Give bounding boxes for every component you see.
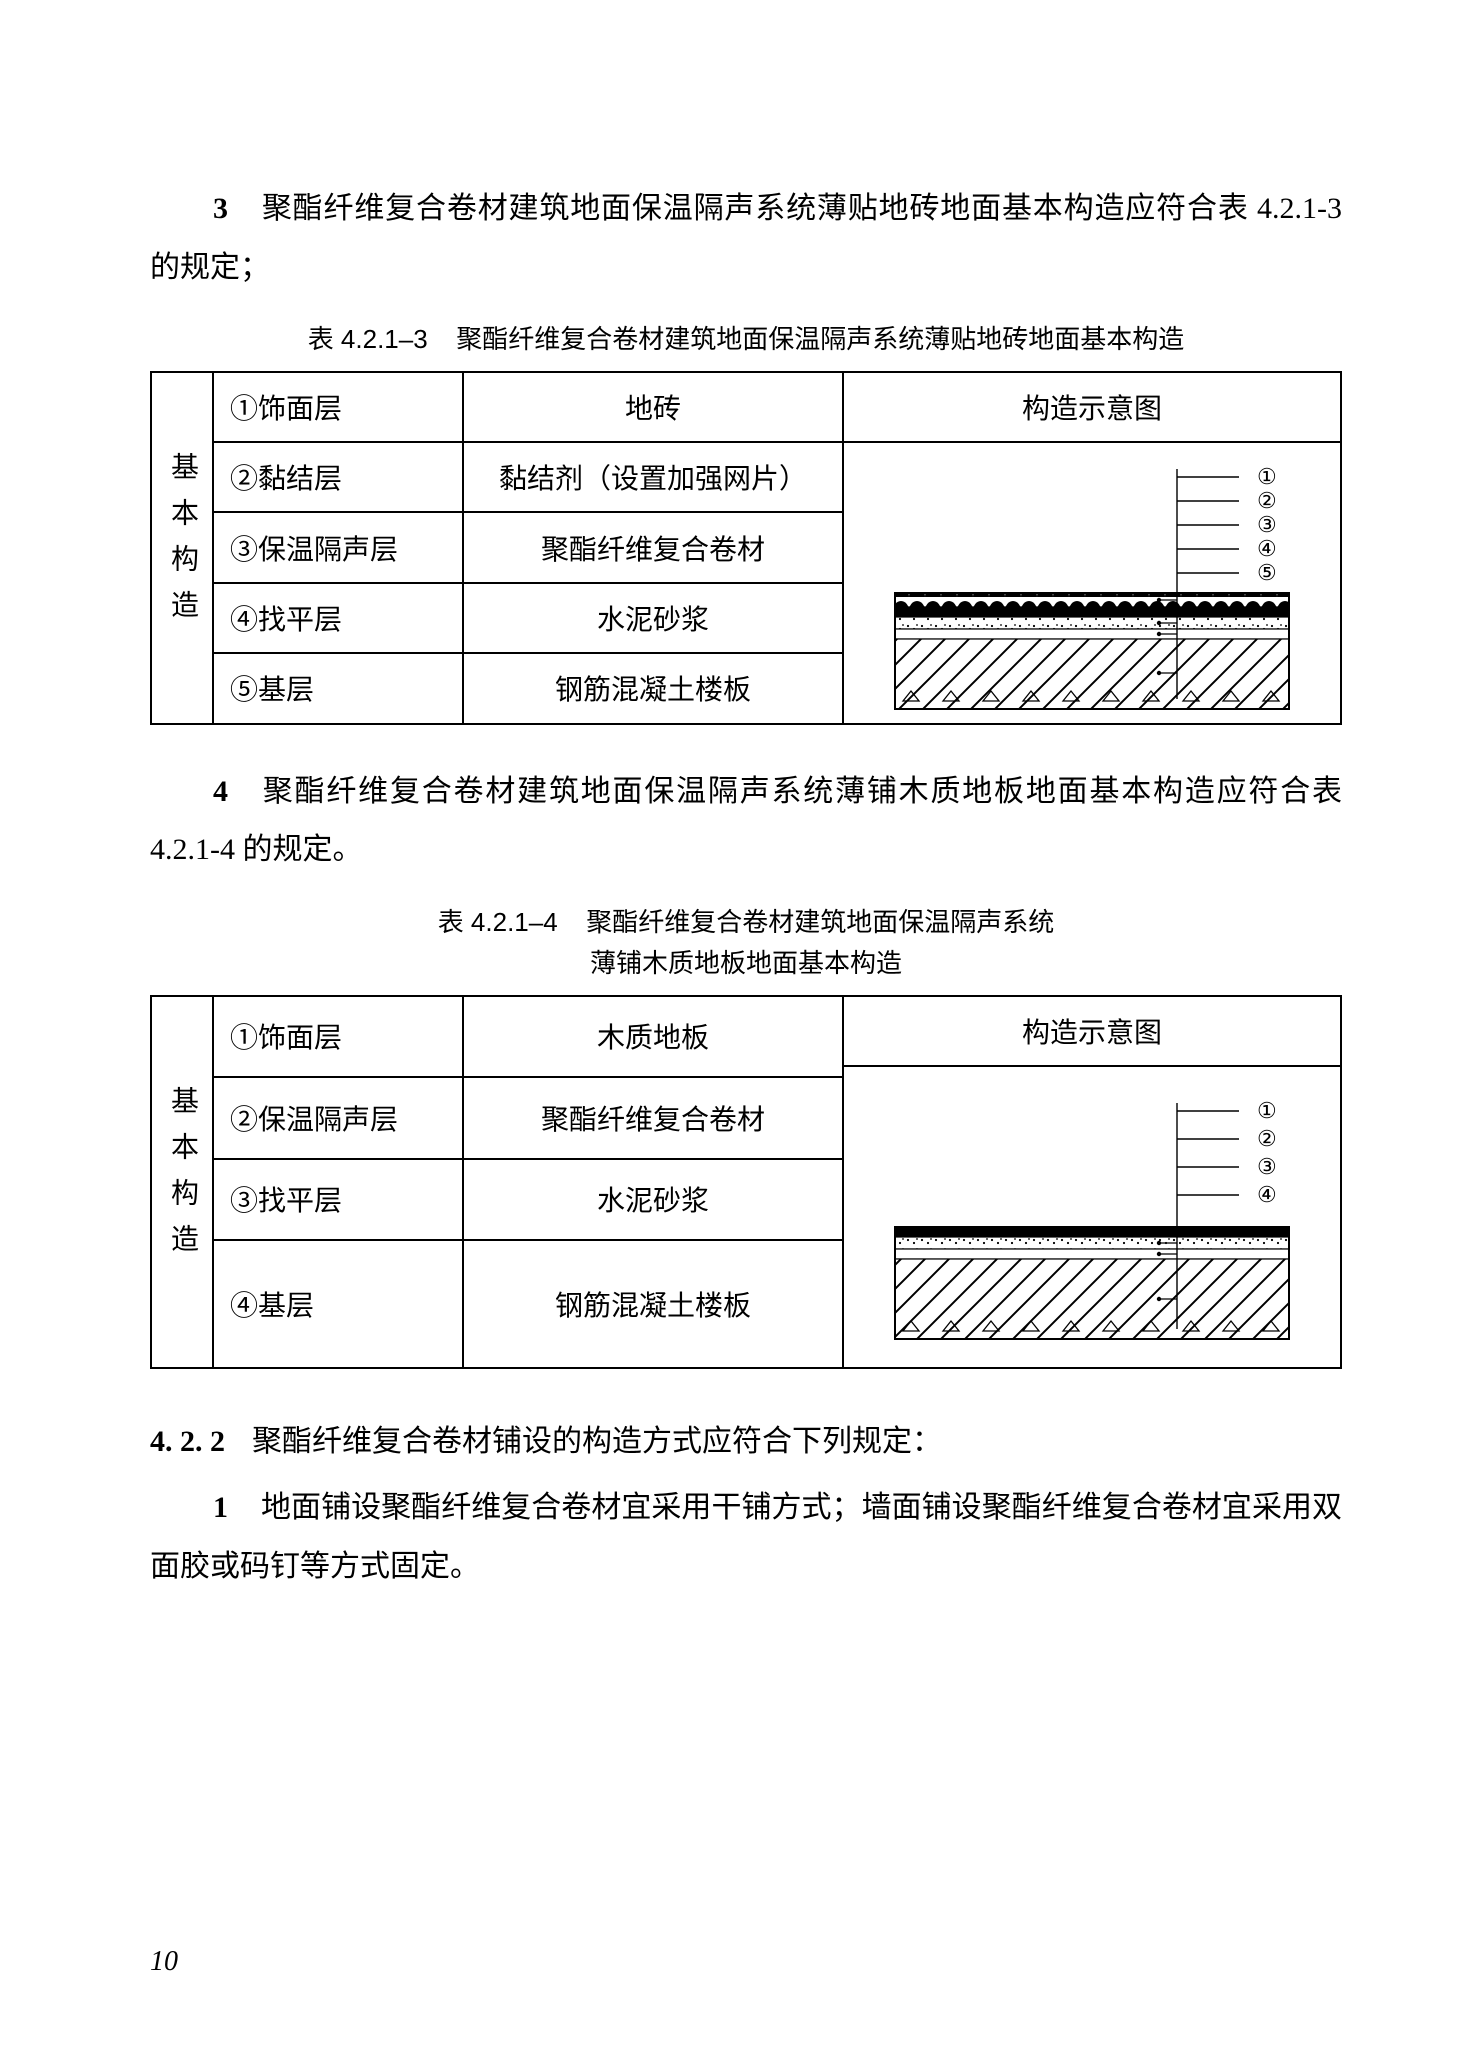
table2-caption-l2: 薄铺木质地板地面基本构造 [590, 948, 902, 978]
para-422-1-number: 1 [213, 1491, 228, 1524]
table1: 基本构造 ①饰面层 地砖 构造示意图 ①②③④⑤ ②黏结层 黏结剂（设置加强网片… [150, 371, 1342, 725]
table1-side: 基本构造 [151, 372, 213, 724]
table2-caption-no: 表 4.2.1–4 [438, 907, 558, 937]
svg-text:②: ② [1257, 488, 1277, 513]
table-row: 基本构造 ①饰面层 地砖 构造示意图 ①②③④⑤ [151, 372, 1341, 442]
para-422-1: 1地面铺设聚酯纤维复合卷材宜采用干铺方式；墙面铺设聚酯纤维复合卷材宜采用双面胶或… [150, 1479, 1342, 1596]
table1-diagram-cell: 构造示意图 ①②③④⑤ [843, 372, 1341, 724]
para-3-number: 3 [213, 192, 228, 225]
table2-caption: 表 4.2.1–4 聚酯纤维复合卷材建筑地面保温隔声系统 薄铺木质地板地面基本构造 [150, 902, 1342, 985]
page-number: 10 [150, 1946, 178, 1978]
table2-side: 基本构造 [151, 996, 213, 1368]
table2-r1-material: 聚酯纤维复合卷材 [463, 1077, 843, 1158]
svg-text:③: ③ [1257, 1154, 1277, 1179]
svg-text:②: ② [1257, 1126, 1277, 1151]
para-422-1-text: 地面铺设聚酯纤维复合卷材宜采用干铺方式；墙面铺设聚酯纤维复合卷材宜采用双面胶或码… [150, 1491, 1342, 1583]
table1-r3-material: 水泥砂浆 [463, 583, 843, 653]
table-row: 基本构造 ①饰面层 木质地板 构造示意图 ①②③④ [151, 996, 1341, 1077]
table2-r1-layer: ②保温隔声层 [213, 1077, 463, 1158]
table2-r0-material: 木质地板 [463, 996, 843, 1077]
svg-text:①: ① [1257, 1098, 1277, 1123]
svg-text:④: ④ [1257, 1182, 1277, 1207]
table1-r3-layer: ④找平层 [213, 583, 463, 653]
table2-diagram-cell: 构造示意图 ① ② ③ ④ [843, 996, 1341, 1368]
table1-diagram-svg: ①②③④⑤ [877, 443, 1307, 723]
para-4: 4聚酯纤维复合卷材建筑地面保温隔声系统薄铺木质地板地面基本构造应符合表 4.2.… [150, 763, 1342, 880]
table2-r0-layer: ①饰面层 [213, 996, 463, 1077]
svg-text:⑤: ⑤ [1257, 560, 1277, 585]
table1-r1-material: 黏结剂（设置加强网片） [463, 442, 843, 512]
svg-text:①: ① [1257, 464, 1277, 489]
table1-diagram-header: 构造示意图 [844, 373, 1340, 443]
para-4-number: 4 [213, 775, 228, 808]
table2-caption-l1: 聚酯纤维复合卷材建筑地面保温隔声系统 [586, 907, 1054, 937]
table2-diagram-svg: ① ② ③ ④ [877, 1067, 1307, 1367]
svg-text:③: ③ [1257, 512, 1277, 537]
table1-r4-material: 钢筋混凝土楼板 [463, 653, 843, 723]
table2-diagram-header: 构造示意图 [844, 997, 1340, 1067]
table2: 基本构造 ①饰面层 木质地板 构造示意图 ①②③④ ②保温隔声层 聚酯纤维复合卷… [150, 995, 1342, 1369]
table1-caption-text: 聚酯纤维复合卷材建筑地面保温隔声系统薄贴地砖地面基本构造 [456, 324, 1184, 354]
para-3: 3聚酯纤维复合卷材建筑地面保温隔声系统薄贴地砖地面基本构造应符合表 4.2.1-… [150, 180, 1342, 297]
table2-r3-material: 钢筋混凝土楼板 [463, 1240, 843, 1368]
table1-r2-layer: ③保温隔声层 [213, 512, 463, 582]
table1-r0-layer: ①饰面层 [213, 372, 463, 442]
table1-r1-layer: ②黏结层 [213, 442, 463, 512]
table1-caption: 表 4.2.1–3 聚酯纤维复合卷材建筑地面保温隔声系统薄贴地砖地面基本构造 [150, 319, 1342, 361]
para-422: 4. 2. 2 聚酯纤维复合卷材铺设的构造方式应符合下列规定： [150, 1413, 1342, 1472]
para-3-text: 聚酯纤维复合卷材建筑地面保温隔声系统薄贴地砖地面基本构造应符合表 4.2.1-3… [150, 192, 1342, 284]
table1-r2-material: 聚酯纤维复合卷材 [463, 512, 843, 582]
table1-caption-no: 表 4.2.1–3 [308, 324, 428, 354]
table2-r3-layer: ④基层 [213, 1240, 463, 1368]
page: 3聚酯纤维复合卷材建筑地面保温隔声系统薄贴地砖地面基本构造应符合表 4.2.1-… [0, 0, 1482, 2048]
sec-422-number: 4. 2. 2 [150, 1425, 225, 1458]
para-4-text: 聚酯纤维复合卷材建筑地面保温隔声系统薄铺木质地板地面基本构造应符合表 4.2.1… [150, 775, 1342, 867]
table2-r2-layer: ③找平层 [213, 1159, 463, 1240]
table1-r0-material: 地砖 [463, 372, 843, 442]
table1-r4-layer: ⑤基层 [213, 653, 463, 723]
table2-r2-material: 水泥砂浆 [463, 1159, 843, 1240]
svg-text:④: ④ [1257, 536, 1277, 561]
sec-422-text: 聚酯纤维复合卷材铺设的构造方式应符合下列规定： [252, 1425, 942, 1458]
